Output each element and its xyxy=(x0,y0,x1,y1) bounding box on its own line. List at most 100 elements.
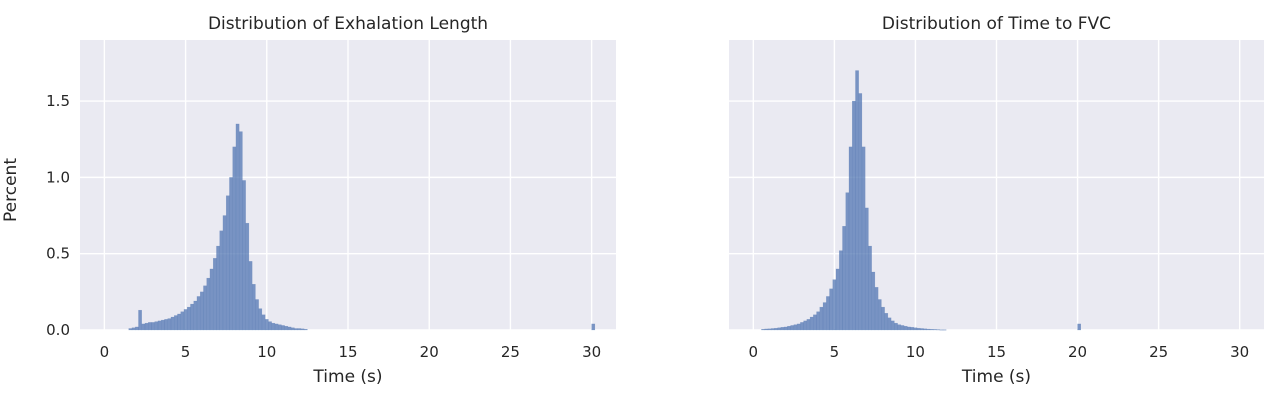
x-tick-labels: 0 5 10 15 20 25 30 xyxy=(749,343,1250,361)
histogram-bar xyxy=(167,318,172,331)
y-tick-label: 0.5 xyxy=(46,245,70,263)
histogram-bar xyxy=(258,308,263,331)
histogram-bar xyxy=(858,93,863,331)
y-axis-label: Percent xyxy=(1,158,21,222)
histogram-bar xyxy=(206,277,211,331)
histogram-bar xyxy=(591,323,596,331)
histogram-bar xyxy=(832,279,837,331)
histogram-bar xyxy=(203,285,207,331)
histogram-bar xyxy=(135,326,139,331)
histogram-bar xyxy=(874,287,879,331)
x-tick-label: 10 xyxy=(257,343,276,361)
histogram-bar xyxy=(777,327,782,331)
histogram-bar xyxy=(913,327,918,331)
histogram-bar xyxy=(829,288,833,331)
histogram-bar xyxy=(910,327,915,331)
histogram-bar xyxy=(190,303,194,331)
x-tick-label: 30 xyxy=(582,343,601,361)
histogram-bar xyxy=(871,271,876,331)
histogram-bar xyxy=(845,192,850,331)
histogram-bar xyxy=(884,313,889,331)
histogram-bar xyxy=(793,324,798,331)
histogram-bar xyxy=(855,70,859,331)
histogram-bar xyxy=(193,300,198,331)
histogram-bar xyxy=(861,146,866,331)
x-tick-label: 25 xyxy=(501,343,520,361)
x-tick-label: 25 xyxy=(1149,343,1168,361)
histogram-bar xyxy=(186,306,191,331)
histogram-bar xyxy=(800,322,804,331)
x-tick-label: 10 xyxy=(906,343,925,361)
histogram-bar xyxy=(274,323,279,331)
histogram-bar xyxy=(936,329,940,331)
histogram-bar xyxy=(245,222,250,331)
histogram-bar xyxy=(248,261,253,331)
histogram-bar xyxy=(764,328,769,331)
y-tick-label: 1.5 xyxy=(46,92,70,110)
histogram-time-to-fvc: 0 5 10 15 20 25 30 Distribution of Time to FVC… xyxy=(729,14,1264,387)
histogram-bar xyxy=(887,317,892,331)
histogram-bar xyxy=(790,325,795,331)
histogram-bar xyxy=(284,325,289,331)
histogram-bar xyxy=(796,323,801,331)
histogram-bar xyxy=(803,320,808,331)
histogram-bar xyxy=(196,296,201,331)
histogram-bar xyxy=(209,268,214,331)
chart-title: Distribution of Time to FVC xyxy=(882,14,1111,34)
histogram-bar xyxy=(881,306,885,331)
histogram-bar xyxy=(916,327,921,331)
histogram-bar xyxy=(144,322,149,331)
histogram-bar xyxy=(131,327,136,331)
histogram-bar xyxy=(780,327,785,331)
histogram-bar xyxy=(819,306,824,331)
histogram-bar xyxy=(161,319,165,331)
x-tick-labels: 0 5 10 15 20 25 30 xyxy=(100,343,602,361)
histogram-bar xyxy=(261,314,266,331)
histogram-bar xyxy=(229,177,233,331)
x-tick-label: 15 xyxy=(987,343,1006,361)
x-tick-label: 0 xyxy=(100,343,110,361)
x-axis-label: Time (s) xyxy=(312,367,382,387)
histogram-bar xyxy=(216,245,220,331)
histogram-bar xyxy=(942,329,947,331)
histogram-bar xyxy=(242,180,246,331)
histogram-bar xyxy=(271,322,276,331)
histogram-bar xyxy=(770,328,775,331)
histogram-bar xyxy=(287,326,292,331)
histogram-bar xyxy=(806,319,811,331)
histogram-bar xyxy=(238,131,243,331)
histogram-bar xyxy=(222,215,227,331)
histogram-bar xyxy=(920,328,924,331)
histogram-bar xyxy=(294,328,298,331)
histogram-bar xyxy=(897,324,902,331)
histogram-bar xyxy=(826,296,830,331)
x-tick-label: 30 xyxy=(1230,343,1249,361)
histogram-bar xyxy=(842,226,846,331)
histogram-bar xyxy=(787,325,791,331)
histogram-bar xyxy=(199,291,204,331)
histogram-bar xyxy=(157,320,162,331)
histogram-bar xyxy=(180,311,185,331)
histogram-exhalation-length: 0 5 10 15 20 25 30 0.0 0.5 1.0 1.5 Distribution o… xyxy=(1,14,616,387)
histogram-bar xyxy=(929,329,934,331)
x-axis-label: Time (s) xyxy=(961,367,1031,387)
histogram-bar xyxy=(219,230,224,331)
histogram-bar xyxy=(783,326,788,331)
histogram-bar xyxy=(154,321,159,331)
bars xyxy=(761,70,1082,331)
histogram-bar xyxy=(894,322,898,331)
x-tick-label: 5 xyxy=(181,343,191,361)
histogram-bar xyxy=(170,316,175,331)
histogram-bar xyxy=(255,299,259,331)
histogram-bar xyxy=(933,329,937,331)
x-tick-label: 15 xyxy=(338,343,357,361)
histogram-bar xyxy=(164,319,168,331)
histogram-bar xyxy=(138,309,142,331)
histogram-bar xyxy=(816,311,820,331)
histogram-bar xyxy=(251,284,256,331)
x-tick-label: 0 xyxy=(749,343,759,361)
histogram-bar xyxy=(835,268,840,331)
histogram-bar xyxy=(813,314,817,331)
histogram-bar xyxy=(848,146,853,331)
histogram-bar xyxy=(290,327,295,331)
